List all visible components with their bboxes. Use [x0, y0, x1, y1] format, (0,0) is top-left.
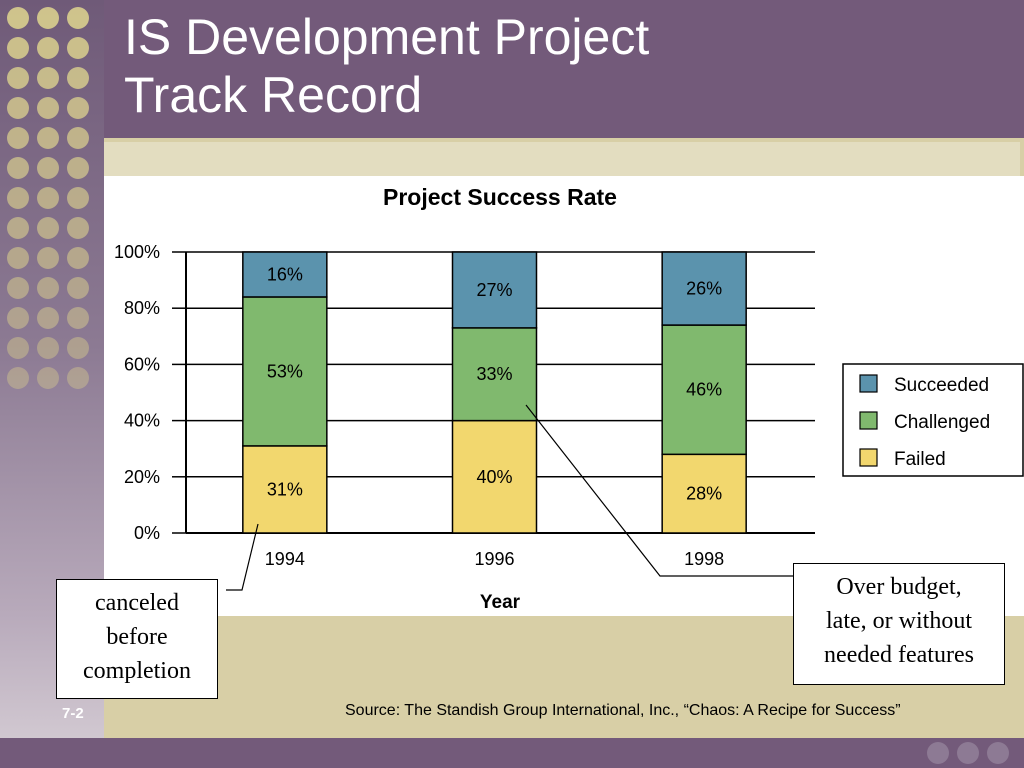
- y-tick-label: 0%: [134, 523, 160, 543]
- decor-dot: [37, 307, 59, 329]
- decorative-dot-grid: [7, 7, 89, 389]
- decor-dot: [7, 157, 29, 179]
- decor-dot: [37, 217, 59, 239]
- decor-dot: [67, 7, 89, 29]
- decor-dot: [927, 742, 949, 764]
- decor-dot: [67, 157, 89, 179]
- decor-dot: [7, 247, 29, 269]
- data-label: 53%: [267, 361, 303, 381]
- decor-dot: [37, 247, 59, 269]
- decor-dot: [67, 127, 89, 149]
- data-label: 33%: [476, 364, 512, 384]
- x-tick-label: 1994: [265, 549, 305, 569]
- slide-title: IS Development Project Track Record: [124, 8, 1004, 124]
- decor-dot: [67, 97, 89, 119]
- title-line-2: Track Record: [124, 67, 423, 123]
- decor-dot: [7, 67, 29, 89]
- bar-segment-challenged: [661, 324, 747, 456]
- decor-dot: [7, 7, 29, 29]
- decor-dot: [7, 97, 29, 119]
- decor-dot: [7, 367, 29, 389]
- y-tick-label: 100%: [114, 242, 160, 262]
- data-label: 28%: [686, 484, 722, 504]
- callout-canceled-line: completion: [83, 658, 191, 684]
- chart-legend: Succeeded Challenged Failed: [842, 363, 1024, 477]
- x-axis-title: Year: [480, 592, 521, 613]
- data-label: 40%: [476, 467, 512, 487]
- bottom-band: [0, 738, 1024, 768]
- decor-dot: [7, 307, 29, 329]
- decor-dot: [37, 157, 59, 179]
- callout-over-budget-line: Over budget,: [836, 574, 962, 600]
- decor-dot: [67, 37, 89, 59]
- callout-over-budget: Over budget, late, or without needed fea…: [793, 563, 1005, 685]
- decor-dot: [37, 337, 59, 359]
- decor-dot: [987, 742, 1009, 764]
- callout-leader-over-budget: [525, 404, 793, 577]
- callout-canceled-line: before: [106, 624, 168, 650]
- decor-dot: [67, 217, 89, 239]
- data-label: 46%: [686, 380, 722, 400]
- decor-dot: [7, 337, 29, 359]
- decor-dot: [7, 187, 29, 209]
- accent-band: [104, 142, 1020, 176]
- bar-segment-failed: [242, 445, 328, 534]
- callout-leader-canceled: [226, 523, 259, 591]
- y-tick-label: 40%: [124, 411, 160, 431]
- data-label: 26%: [686, 279, 722, 299]
- y-tick-label: 60%: [124, 354, 160, 374]
- decor-dot: [7, 217, 29, 239]
- decor-dot: [67, 307, 89, 329]
- source-citation: Source: The Standish Group International…: [345, 702, 901, 719]
- legend-label: Challenged: [894, 412, 990, 433]
- bottom-dot-decor: [927, 742, 1009, 764]
- callout-over-budget-line: late, or without: [826, 608, 972, 634]
- decor-dot: [67, 67, 89, 89]
- decor-dot: [37, 37, 59, 59]
- bar-segment-challenged: [242, 296, 328, 447]
- project-success-chart: Project Success Rate 0% 20% 40% 60% 80% 100% 31…: [114, 184, 1024, 613]
- callout-canceled-line: canceled: [95, 590, 179, 616]
- title-line-1: IS Development Project: [124, 9, 650, 65]
- decor-dot: [67, 337, 89, 359]
- title-band: [104, 0, 1024, 138]
- bar-segment-failed: [661, 453, 747, 534]
- y-tick-label: 20%: [124, 467, 160, 487]
- data-label: 27%: [476, 280, 512, 300]
- decor-dot: [37, 277, 59, 299]
- chart-title: Project Success Rate: [383, 184, 617, 210]
- decor-dot: [37, 7, 59, 29]
- callout-over-budget-line: needed features: [824, 642, 974, 668]
- slide-number: 7-2: [62, 705, 84, 722]
- legend-swatch-failed: [859, 448, 878, 467]
- decor-dot: [37, 127, 59, 149]
- bar-segment-succeeded: [242, 251, 328, 298]
- legend-swatch-succeeded: [859, 374, 878, 393]
- x-tick-label: 1996: [474, 549, 514, 569]
- bar-segment-succeeded: [661, 251, 747, 326]
- x-tick-label: 1998: [684, 549, 724, 569]
- decor-dot: [37, 67, 59, 89]
- decor-dot: [957, 742, 979, 764]
- legend-label: Succeeded: [894, 375, 989, 396]
- decor-dot: [67, 367, 89, 389]
- decor-dot: [67, 247, 89, 269]
- data-label: 31%: [267, 479, 303, 499]
- decor-dot: [7, 37, 29, 59]
- data-label: 16%: [267, 264, 303, 284]
- legend-label: Failed: [894, 449, 946, 470]
- y-tick-label: 80%: [124, 298, 160, 318]
- decor-dot: [37, 187, 59, 209]
- decor-dot: [67, 187, 89, 209]
- legend-swatch-challenged: [859, 411, 878, 430]
- decor-dot: [67, 277, 89, 299]
- bar-segment-succeeded: [451, 251, 538, 329]
- decor-dot: [37, 97, 59, 119]
- decor-dot: [37, 367, 59, 389]
- decor-dot: [7, 127, 29, 149]
- callout-canceled: canceled before completion: [56, 579, 218, 699]
- decor-dot: [7, 277, 29, 299]
